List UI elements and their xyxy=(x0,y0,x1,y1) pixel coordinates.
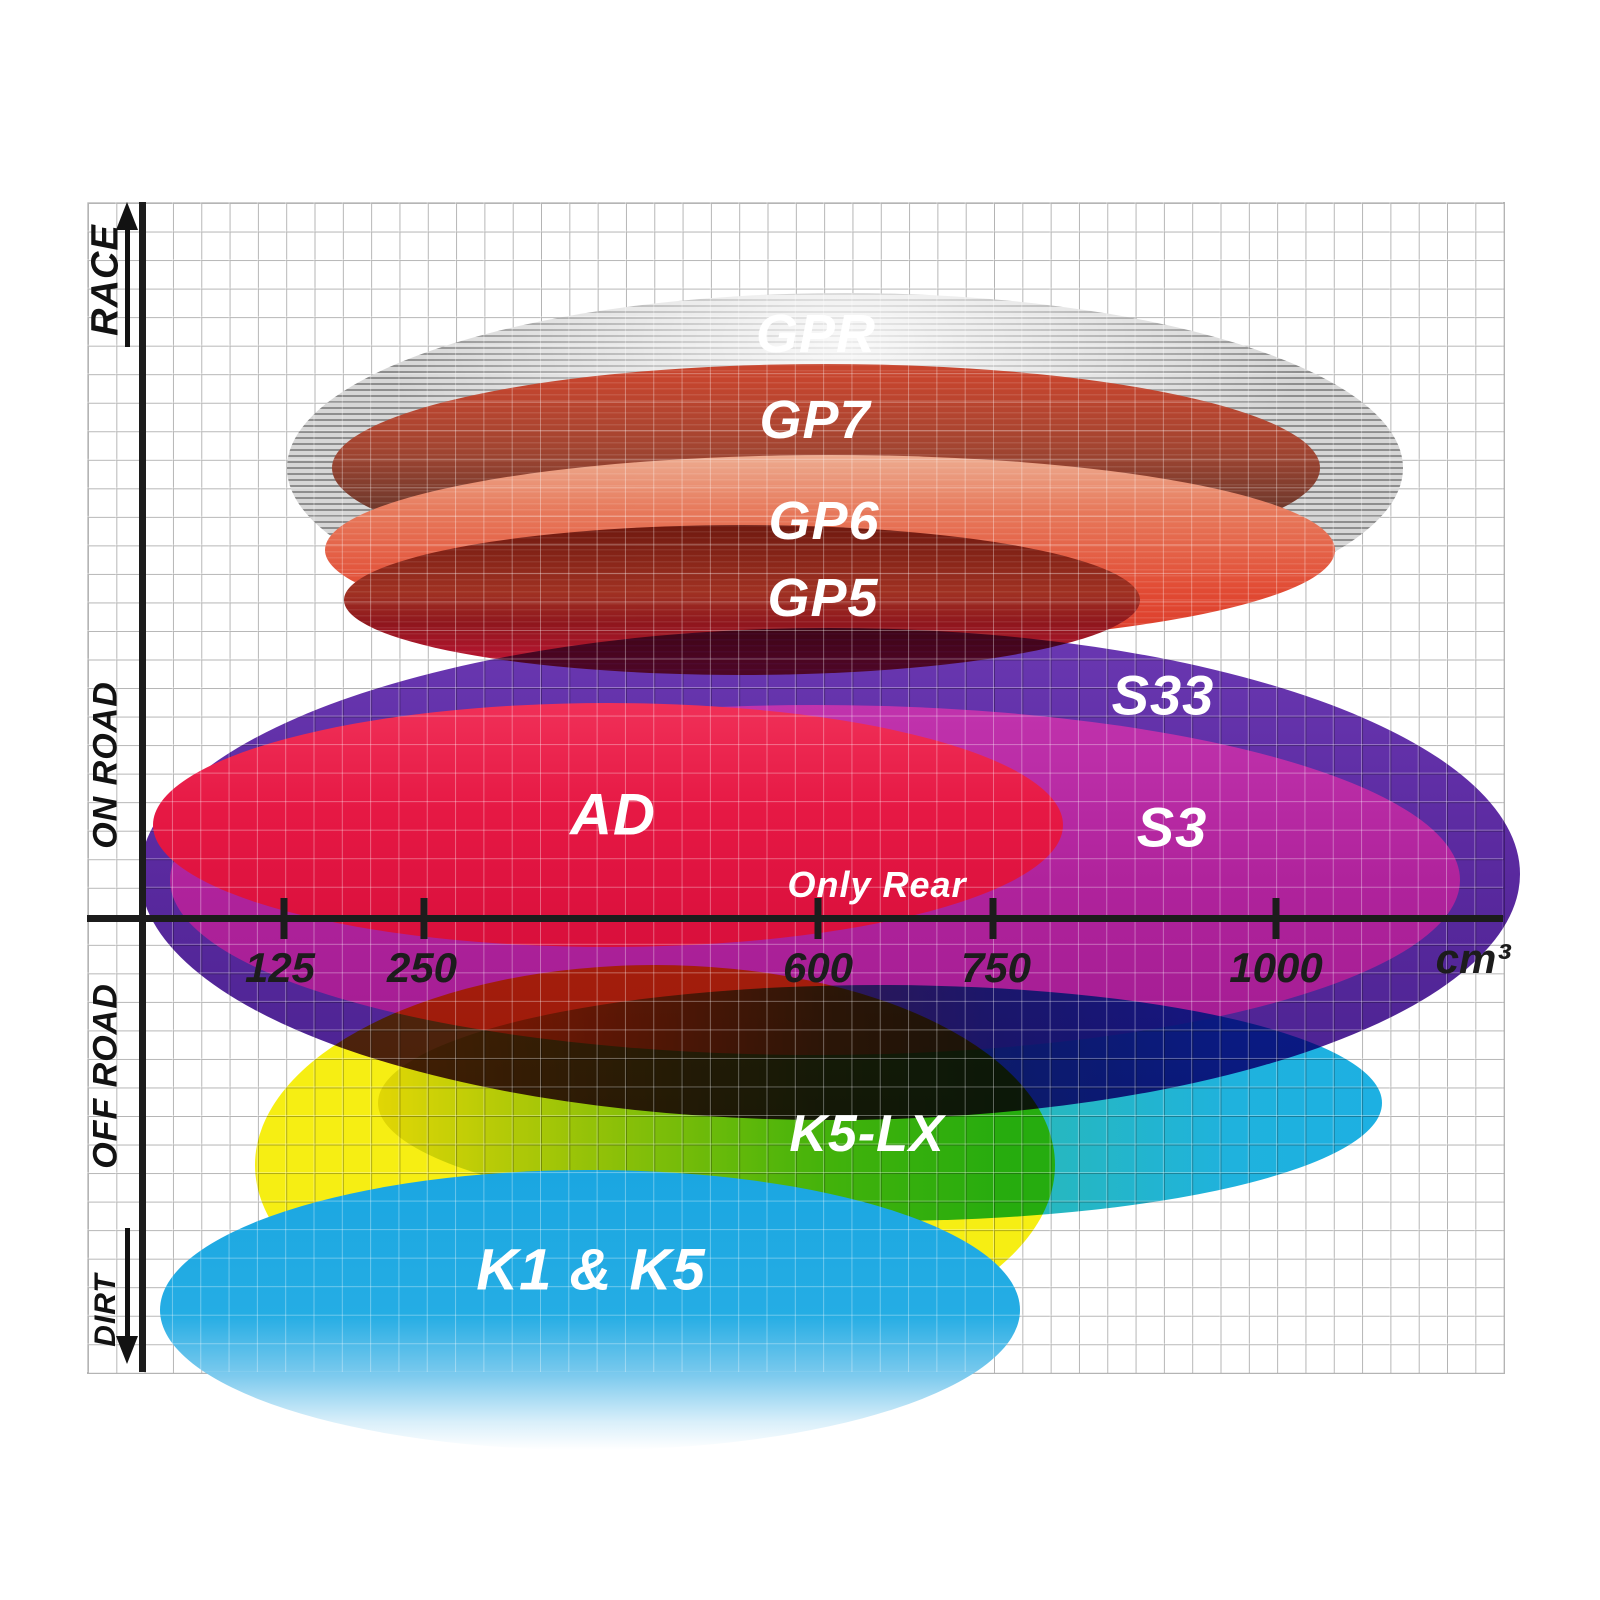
region-gp6-label: GP6 xyxy=(768,491,880,551)
region-s3-label: S3 xyxy=(1136,795,1208,859)
x-axis-unit-label: cm³ xyxy=(1435,935,1511,982)
x-tick-125 xyxy=(280,898,288,939)
y-label-on-road: ON ROAD xyxy=(86,681,125,849)
region-gp7-label: GP7 xyxy=(759,390,871,450)
region-k1k5-label: K1 & K5 xyxy=(476,1237,706,1303)
y-axis-line xyxy=(139,202,146,1372)
region-s33-label: S33 xyxy=(1111,663,1215,727)
race-arrow-line xyxy=(125,228,130,347)
region-gpr-label: GPR xyxy=(755,304,877,364)
region-gp5-label: GP5 xyxy=(767,568,879,628)
y-label-race: RACE xyxy=(84,224,127,336)
x-tick-label-250: 250 xyxy=(386,944,458,991)
region-k1k5-ellipse xyxy=(160,1170,1020,1450)
x-tick-label-125: 125 xyxy=(244,944,316,991)
x-tick-label-600: 600 xyxy=(782,944,854,991)
region-k5lx-label: K5-LX xyxy=(789,1105,945,1163)
x-tick-1000 xyxy=(1272,898,1280,939)
x-tick-label-750: 750 xyxy=(960,944,1032,991)
dirt-arrow-line xyxy=(125,1228,130,1336)
dirt-down-arrow-icon xyxy=(116,1336,138,1364)
x-tick-250 xyxy=(420,898,428,939)
x-axis-line xyxy=(87,915,1503,922)
only-rear-annotation: Only Rear xyxy=(787,864,967,905)
x-tick-750 xyxy=(989,898,997,939)
y-label-off-road: OFF ROAD xyxy=(86,983,125,1169)
x-tick-600 xyxy=(814,898,822,939)
race-up-arrow-icon xyxy=(116,202,138,230)
x-tick-label-1000: 1000 xyxy=(1229,944,1323,991)
region-ad-label: AD xyxy=(570,782,656,848)
region-ad-ellipse xyxy=(153,703,1063,947)
